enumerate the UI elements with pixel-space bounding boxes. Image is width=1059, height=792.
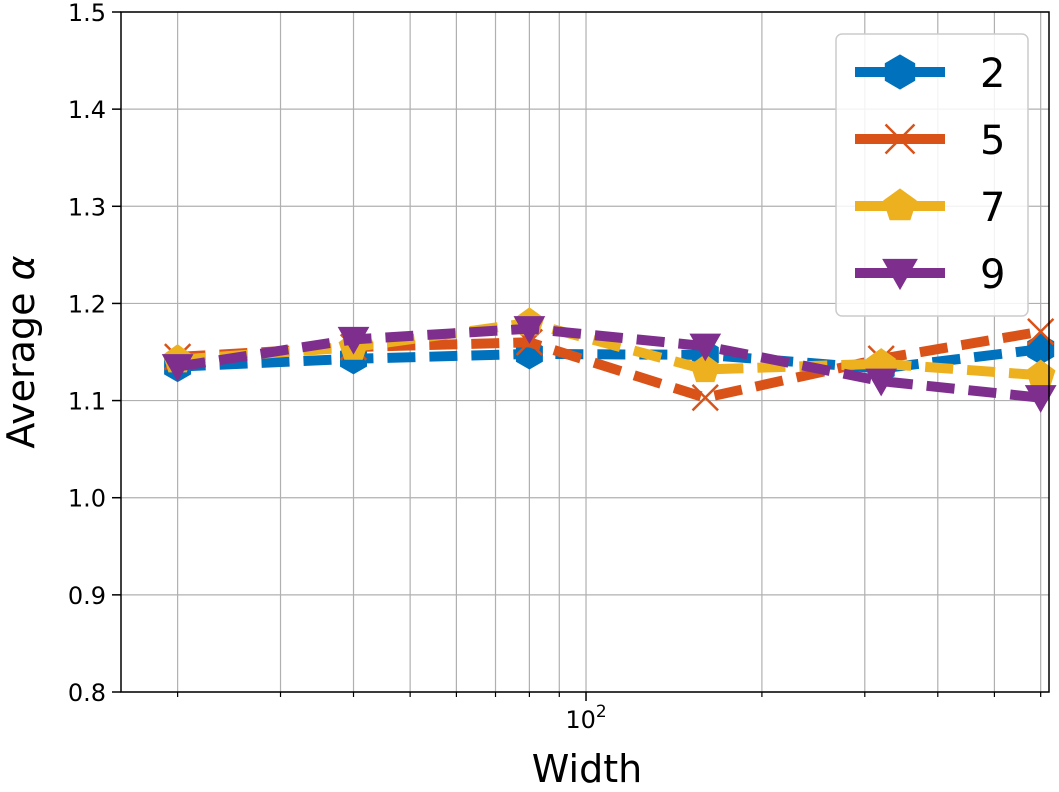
y-axis-title: Average α (0, 255, 43, 448)
legend-entry-5: 5 (855, 118, 1005, 164)
x-tick-label-exponent: 2 (596, 702, 607, 722)
legend-label-2: 2 (980, 51, 1005, 97)
plot-frame (120, 11, 1050, 693)
legend-label-5: 5 (980, 118, 1005, 164)
data-point-7 (690, 353, 721, 383)
x-tick-label-base: 10 (565, 706, 596, 734)
y-tick-label: 1.1 (68, 388, 106, 416)
y-axis-title-text: Average (0, 293, 43, 449)
series-line-7 (177, 317, 1042, 381)
data-point-9 (865, 368, 898, 397)
y-tick-label: 1.3 (68, 193, 106, 221)
legend-marker-9 (882, 258, 918, 291)
data-point-9 (689, 333, 722, 362)
legend-label-7: 7 (980, 185, 1005, 231)
y-tick-label: 1.5 (68, 0, 106, 27)
data-point-5 (691, 384, 719, 412)
legend-entry-9: 9 (855, 252, 1005, 298)
series-line-9 (176, 323, 1042, 403)
legend-marker-2 (884, 54, 916, 90)
legend-entry-7: 7 (855, 185, 1005, 231)
legend-box (835, 33, 1029, 317)
y-axis-title-space (0, 280, 43, 292)
y-tick-label: 0.9 (68, 582, 106, 610)
y-tick-label: 1.4 (68, 96, 106, 124)
y-tick-label: 1.2 (68, 290, 106, 318)
x-axis-title: Width (532, 747, 642, 791)
data-point-9 (1024, 385, 1057, 413)
data-point-9 (337, 326, 370, 355)
legend-label-9: 9 (980, 252, 1005, 298)
data-point-9 (513, 316, 546, 344)
y-axis-title-symbol: α (0, 255, 43, 280)
legend-entry-2: 2 (855, 51, 1005, 97)
legend: 2 5 7 9 (835, 33, 1029, 317)
data-point-9 (161, 354, 194, 382)
series-layer (161, 307, 1057, 413)
legend-marker-7 (883, 188, 917, 221)
x-tick-label: 102 (565, 702, 606, 734)
legend-marker-5 (884, 123, 916, 155)
y-tick-label: 1.0 (68, 485, 106, 513)
y-tick-label: 0.8 (68, 679, 106, 707)
series-9 (161, 316, 1057, 413)
